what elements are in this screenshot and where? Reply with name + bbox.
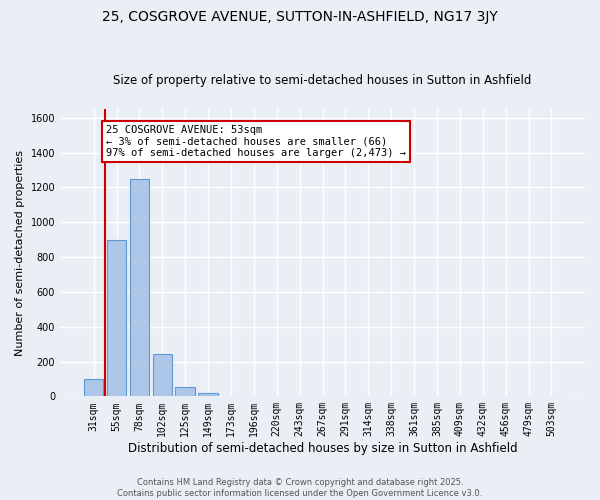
Title: Size of property relative to semi-detached houses in Sutton in Ashfield: Size of property relative to semi-detach…: [113, 74, 532, 87]
Text: 25, COSGROVE AVENUE, SUTTON-IN-ASHFIELD, NG17 3JY: 25, COSGROVE AVENUE, SUTTON-IN-ASHFIELD,…: [102, 10, 498, 24]
Bar: [107, 240, 126, 396]
Bar: [84, 379, 103, 396]
Bar: [175, 387, 195, 396]
Y-axis label: Number of semi-detached properties: Number of semi-detached properties: [15, 150, 25, 356]
Text: 25 COSGROVE AVENUE: 53sqm
← 3% of semi-detached houses are smaller (66)
97% of s: 25 COSGROVE AVENUE: 53sqm ← 3% of semi-d…: [106, 124, 406, 158]
Bar: [199, 393, 218, 396]
Bar: [152, 354, 172, 397]
Text: Contains HM Land Registry data © Crown copyright and database right 2025.
Contai: Contains HM Land Registry data © Crown c…: [118, 478, 482, 498]
Bar: [130, 178, 149, 396]
X-axis label: Distribution of semi-detached houses by size in Sutton in Ashfield: Distribution of semi-detached houses by …: [128, 442, 517, 455]
